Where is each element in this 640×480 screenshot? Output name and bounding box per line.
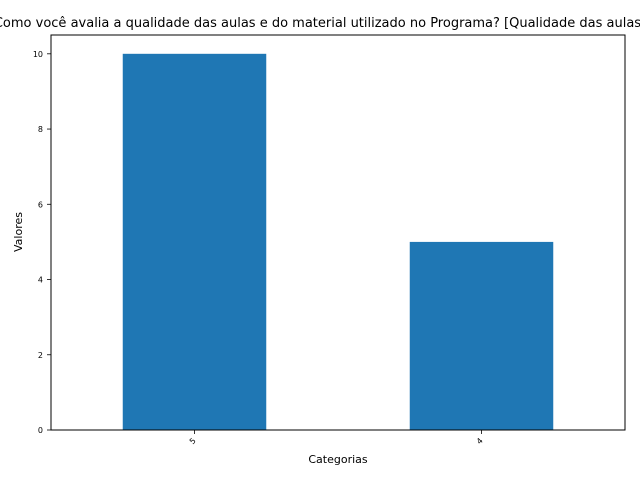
y-tick-label: 10 [33,50,43,59]
x-tick-label: 5 [188,436,198,446]
y-tick-label: 0 [38,426,43,435]
y-tick-label: 4 [38,276,43,285]
bar-4 [409,241,554,430]
x-axis-label: Categorias [308,453,368,466]
bar-5 [122,53,267,431]
plot-frame [50,34,626,431]
y-tick-label: 6 [38,200,43,209]
bars-group [122,53,554,431]
y-axis-label: Valores [12,212,25,252]
y-tick-label: 2 [38,351,43,360]
y-tick-label: 8 [38,125,43,134]
y-axis-ticks: 0 2 4 6 8 10 [33,50,51,435]
chart-title: Como você avalia a qualidade das aulas e… [0,16,640,31]
x-tick-label: 4 [475,436,485,446]
